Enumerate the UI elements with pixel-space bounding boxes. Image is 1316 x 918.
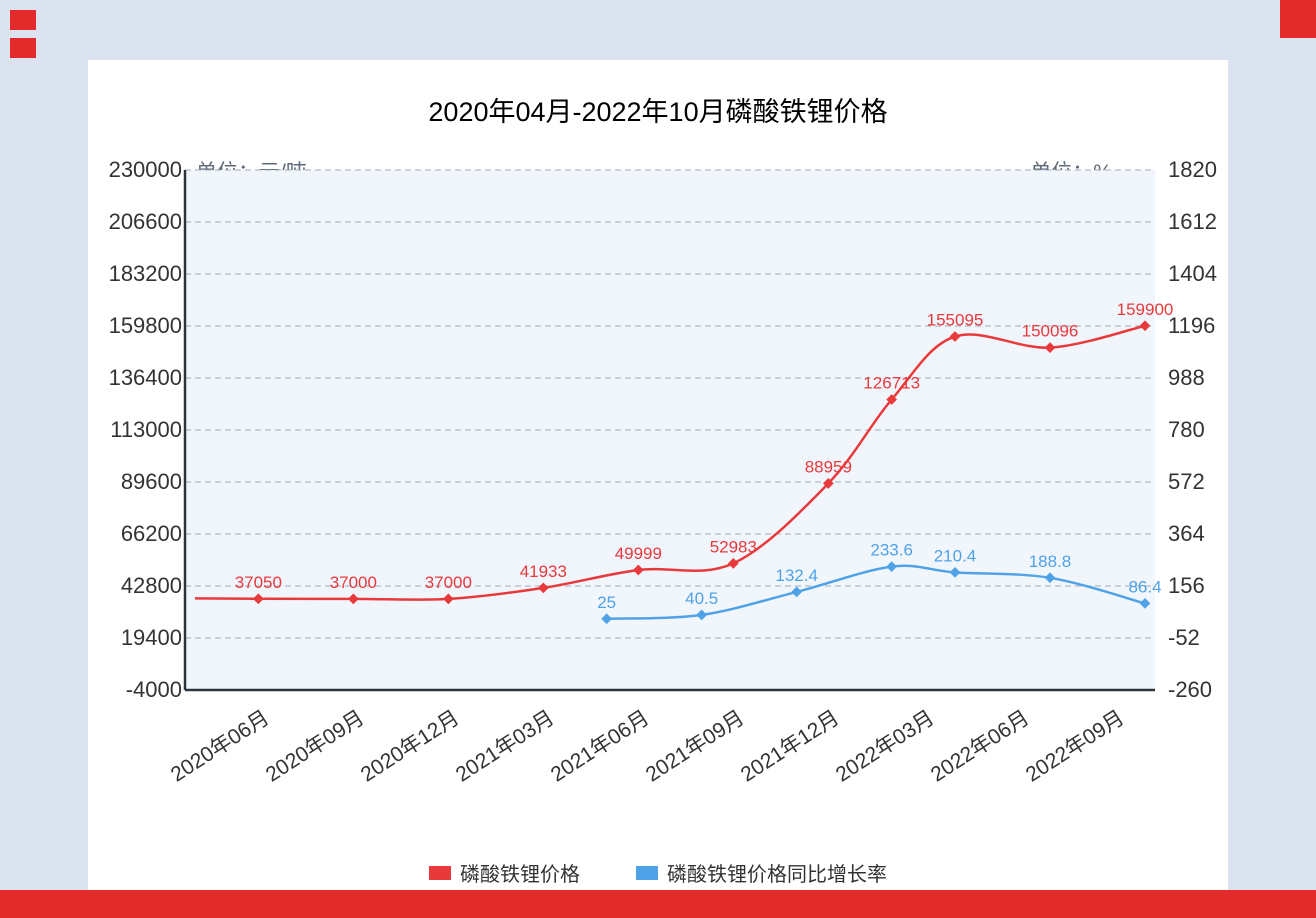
y-axis-tick-left: 183200 bbox=[108, 261, 182, 286]
y-axis-tick-right: -260 bbox=[1168, 677, 1213, 702]
decor-red-block-top-right bbox=[1280, 0, 1316, 38]
y-axis-tick-left: 42800 bbox=[120, 573, 182, 598]
decor-red-bar-bottom bbox=[0, 890, 1316, 918]
legend-item-growth-rate[interactable]: 磷酸铁锂价格同比增长率 bbox=[636, 858, 887, 887]
legend-swatch-growth-rate-icon bbox=[636, 865, 658, 880]
data-point-label: 132.4 bbox=[775, 566, 818, 585]
chart-title: 2020年04月-2022年10月磷酸铁锂价格 bbox=[428, 97, 888, 127]
y-axis-tick-left: 113000 bbox=[110, 417, 182, 442]
y-axis-tick-right: 780 bbox=[1168, 417, 1205, 442]
y-axis-tick-left: 89600 bbox=[120, 469, 182, 494]
data-point-label: 210.4 bbox=[934, 546, 977, 565]
y-axis-tick-left: 230000 bbox=[108, 157, 182, 182]
data-point-label: 86.4 bbox=[1128, 577, 1161, 596]
decor-red-block-top-left-1 bbox=[10, 10, 36, 30]
y-axis-tick-left: 159800 bbox=[108, 313, 182, 338]
y-axis-tick-left: 66200 bbox=[120, 521, 182, 546]
y-axis-tick-right: 364 bbox=[1168, 521, 1205, 546]
data-point-label: 88959 bbox=[805, 457, 852, 476]
data-point-label: 40.5 bbox=[685, 589, 718, 608]
y-axis-tick-left: 206600 bbox=[108, 209, 182, 234]
data-point-label: 37000 bbox=[425, 573, 472, 592]
y-axis-tick-right: 988 bbox=[1168, 365, 1205, 390]
data-point-label: 233.6 bbox=[870, 541, 913, 560]
y-axis-tick-right: 1612 bbox=[1168, 209, 1217, 234]
data-point-label: 188.8 bbox=[1029, 552, 1072, 571]
y-axis-tick-right: 156 bbox=[1168, 573, 1205, 598]
data-point-label: 150096 bbox=[1022, 322, 1079, 341]
legend-item-price[interactable]: 磷酸铁锂价格 bbox=[429, 858, 580, 887]
decor-red-block-top-left-2 bbox=[10, 38, 36, 58]
data-point-label: 41933 bbox=[520, 562, 567, 581]
y-axis-tick-right: 1404 bbox=[1168, 261, 1217, 286]
data-point-label: 126713 bbox=[863, 374, 920, 393]
legend-label-price: 磷酸铁锂价格 bbox=[460, 864, 580, 886]
legend-label-growth-rate: 磷酸铁锂价格同比增长率 bbox=[667, 864, 887, 886]
chart-legend: 磷酸铁锂价格 磷酸铁锂价格同比增长率 bbox=[88, 858, 1228, 887]
data-point-label: 37050 bbox=[235, 573, 282, 592]
data-point-label: 159900 bbox=[1117, 300, 1174, 319]
y-axis-tick-right: 572 bbox=[1168, 469, 1205, 494]
data-point-label: 155095 bbox=[927, 310, 984, 329]
data-point-label: 49999 bbox=[615, 544, 662, 563]
data-point-label: 37000 bbox=[330, 573, 377, 592]
y-axis-tick-left: 19400 bbox=[120, 625, 182, 650]
legend-swatch-price-icon bbox=[429, 865, 451, 880]
y-axis-tick-right: 1196 bbox=[1168, 313, 1216, 338]
y-axis-tick-left: 136400 bbox=[108, 365, 182, 390]
y-axis-tick-right: 1820 bbox=[1168, 157, 1217, 182]
data-point-label: 52983 bbox=[710, 537, 757, 556]
data-point-label: 25 bbox=[597, 593, 616, 612]
y-axis-tick-right: -52 bbox=[1168, 625, 1200, 650]
y-axis-tick-left: -4000 bbox=[125, 677, 182, 702]
